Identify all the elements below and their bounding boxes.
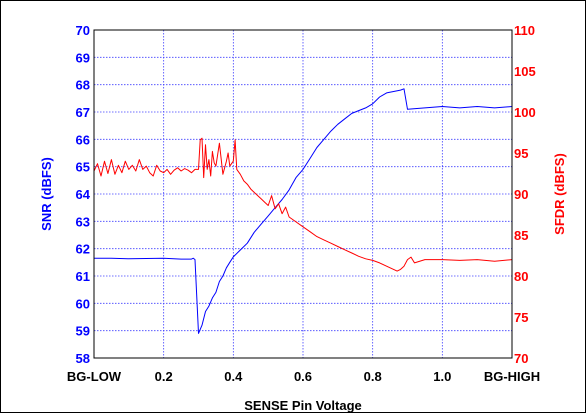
x-axis-label: SENSE Pin Voltage bbox=[244, 398, 362, 413]
x-tick-label: 1.0 bbox=[433, 369, 451, 384]
y-right-tick-label: 100 bbox=[514, 105, 536, 120]
tick-labels: BG-LOW 0.2 0.4 0.6 0.8 1.0 BG-HIGH 58 59 60 61 62 63… bbox=[67, 23, 540, 384]
y-left-tick-label: 63 bbox=[76, 214, 90, 229]
y-left-tick-label: 64 bbox=[76, 187, 91, 202]
sfdr-series-line bbox=[93, 137, 513, 272]
y-right-tick-label: 75 bbox=[514, 310, 528, 325]
x-tick-label: BG-HIGH bbox=[484, 369, 540, 384]
y-left-tick-label: 65 bbox=[76, 160, 90, 175]
y-left-tick-label: 68 bbox=[76, 78, 90, 93]
y-right-tick-label: 95 bbox=[514, 146, 528, 161]
x-tick-label: 0.2 bbox=[155, 369, 173, 384]
y-left-tick-label: 58 bbox=[76, 351, 90, 366]
plot-border bbox=[93, 29, 513, 359]
x-tick-label: BG-LOW bbox=[67, 369, 122, 384]
grid-horizontal bbox=[94, 56, 512, 332]
series-layer bbox=[93, 88, 513, 334]
y-axis-left-label: SNR (dBFS) bbox=[39, 157, 54, 231]
x-tick-label: 0.6 bbox=[294, 369, 312, 384]
y-right-tick-label: 70 bbox=[514, 351, 528, 366]
y-left-tick-label: 61 bbox=[76, 269, 90, 284]
y-left-tick-label: 67 bbox=[76, 105, 90, 120]
y-left-tick-label: 70 bbox=[76, 23, 90, 38]
y-left-tick-label: 69 bbox=[76, 50, 90, 65]
y-left-tick-label: 62 bbox=[76, 242, 90, 257]
y-left-tick-label: 60 bbox=[76, 296, 90, 311]
y-axis-right-label: SFDR (dBFS) bbox=[552, 153, 567, 235]
y-right-tick-label: 90 bbox=[514, 187, 528, 202]
y-left-tick-label: 66 bbox=[76, 132, 90, 147]
y-right-tick-label: 110 bbox=[514, 23, 535, 38]
y-right-tick-label: 80 bbox=[514, 269, 528, 284]
y-right-tick-label: 105 bbox=[514, 64, 536, 79]
y-left-tick-label: 59 bbox=[76, 324, 90, 339]
x-tick-label: 0.8 bbox=[364, 369, 382, 384]
y-right-tick-label: 85 bbox=[514, 228, 528, 243]
x-tick-label: 0.4 bbox=[224, 369, 243, 384]
